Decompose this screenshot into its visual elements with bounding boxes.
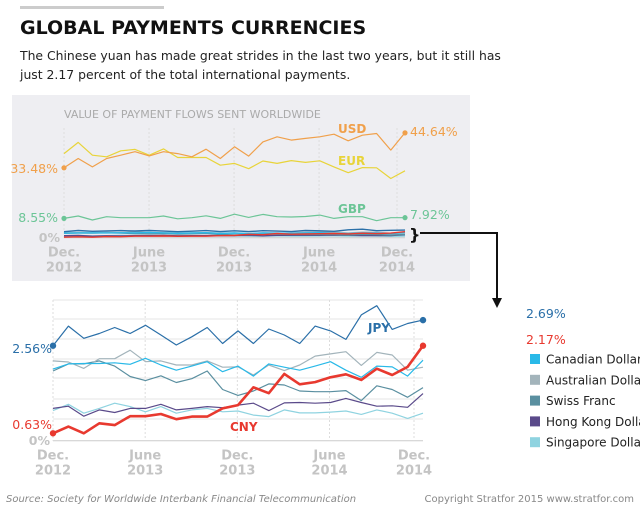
usd-start-label: 33.48% (10, 161, 58, 176)
legend-swatch-hong-kong-dollar (530, 416, 540, 427)
usd-series-label: USD (338, 122, 366, 136)
legend-label-singapore-dollar: Singapore Dollar (546, 436, 640, 450)
series-start-marker-cny (49, 430, 57, 437)
series-start-marker-jpy (49, 342, 57, 349)
copyright-note: Copyright Stratfor 2015 www.stratfor.com (425, 494, 634, 505)
x-tick-label: 2012 (35, 464, 71, 479)
series-start-marker-usd (61, 165, 67, 171)
title-rule (20, 6, 164, 9)
legend-label-swiss-franc: Swiss Franc (546, 394, 616, 408)
eur-series-label: EUR (338, 154, 365, 168)
x-tick-label: Dec. (398, 449, 430, 464)
jpy-end-label: 2.69% (526, 306, 566, 321)
x-tick-label: 2014 (396, 464, 432, 479)
legend-swatch-swiss-franc (530, 395, 540, 406)
x-tick-label: 2013 (219, 464, 255, 479)
series-line-singapore-dollar (52, 402, 424, 419)
connector-arrow (420, 232, 498, 300)
series-end-marker-cny (419, 342, 427, 349)
series-line-jpy (52, 305, 424, 347)
cny-start-label: 0.63% (12, 417, 52, 432)
subtitle-line-2: just 2.17 percent of the total internati… (19, 67, 350, 82)
top-chart-title: VALUE OF PAYMENT FLOWS SENT WORLDWIDE (64, 108, 321, 121)
top-chart-panel (12, 95, 470, 281)
x-tick-label: 2012 (46, 261, 82, 276)
x-tick-label: Dec. (221, 449, 253, 464)
x-tick-label: 2014 (311, 464, 347, 479)
legend-label-australian-dollar: Australian Dollar (546, 373, 640, 387)
x-tick-label: Dec. (218, 246, 250, 261)
series-line-australian-dollar (52, 349, 424, 376)
series-end-marker-usd (402, 130, 408, 136)
series-line-usd (63, 132, 406, 169)
gbp-series-label: GBP (338, 202, 366, 216)
bracket-icon: } (409, 225, 420, 244)
x-tick-label: Dec. (48, 246, 80, 261)
jpy-series-label: JPY (367, 321, 390, 335)
bottom-y-zero-label: 0% (29, 433, 51, 448)
source-note: Source: Society for Worldwide Interbank … (6, 494, 356, 505)
x-tick-label: 2013 (216, 261, 252, 276)
legend: Canadian Dollar Australian Dollar Swiss Fr… (530, 353, 640, 450)
series-line-canadian-dollar (52, 357, 424, 378)
subtitle-line-1: The Chinese yuan has made great strides … (19, 48, 501, 63)
x-tick-label: Dec. (37, 449, 69, 464)
x-tick-label: 2014 (301, 261, 337, 276)
usd-end-label: 44.64% (410, 124, 458, 139)
series-line-cny (52, 344, 425, 435)
series-line-swiss-franc (52, 360, 424, 402)
legend-swatch-canadian-dollar (530, 354, 540, 364)
legend-label-hong-kong-dollar: Hong Kong Dollar (546, 415, 640, 429)
x-tick-label: June (132, 246, 165, 261)
gbp-end-label: 7.92% (410, 207, 450, 222)
x-tick-label: 2013 (127, 464, 163, 479)
series-line-eur (63, 141, 406, 180)
legend-label-canadian-dollar: Canadian Dollar (546, 353, 640, 367)
series-start-marker-gbp (61, 215, 67, 221)
cny-series-label: CNY (230, 420, 258, 434)
series-line-gbp (63, 213, 405, 222)
x-tick-label: 2013 (131, 261, 167, 276)
series-end-marker-jpy (419, 316, 427, 324)
x-tick-label: June (128, 449, 161, 464)
x-tick-label: 2014 (379, 261, 415, 276)
legend-swatch-australian-dollar (530, 374, 540, 385)
cny-end-label: 2.17% (526, 332, 566, 347)
x-tick-label: Dec. (381, 246, 413, 261)
top-series-line-jpy (63, 228, 406, 233)
jpy-start-label: 2.56% (12, 341, 52, 356)
page-title: GLOBAL PAYMENTS CURRENCIES (20, 17, 366, 39)
arrow-head-icon (492, 298, 502, 308)
gbp-start-label: 8.55% (18, 210, 58, 225)
x-tick-label: June (302, 246, 335, 261)
top-y-zero-label: 0% (39, 230, 61, 245)
series-end-marker-gbp (402, 215, 408, 221)
top-series-line-cny (63, 231, 406, 238)
legend-swatch-singapore-dollar (530, 437, 540, 448)
x-tick-label: June (312, 449, 345, 464)
